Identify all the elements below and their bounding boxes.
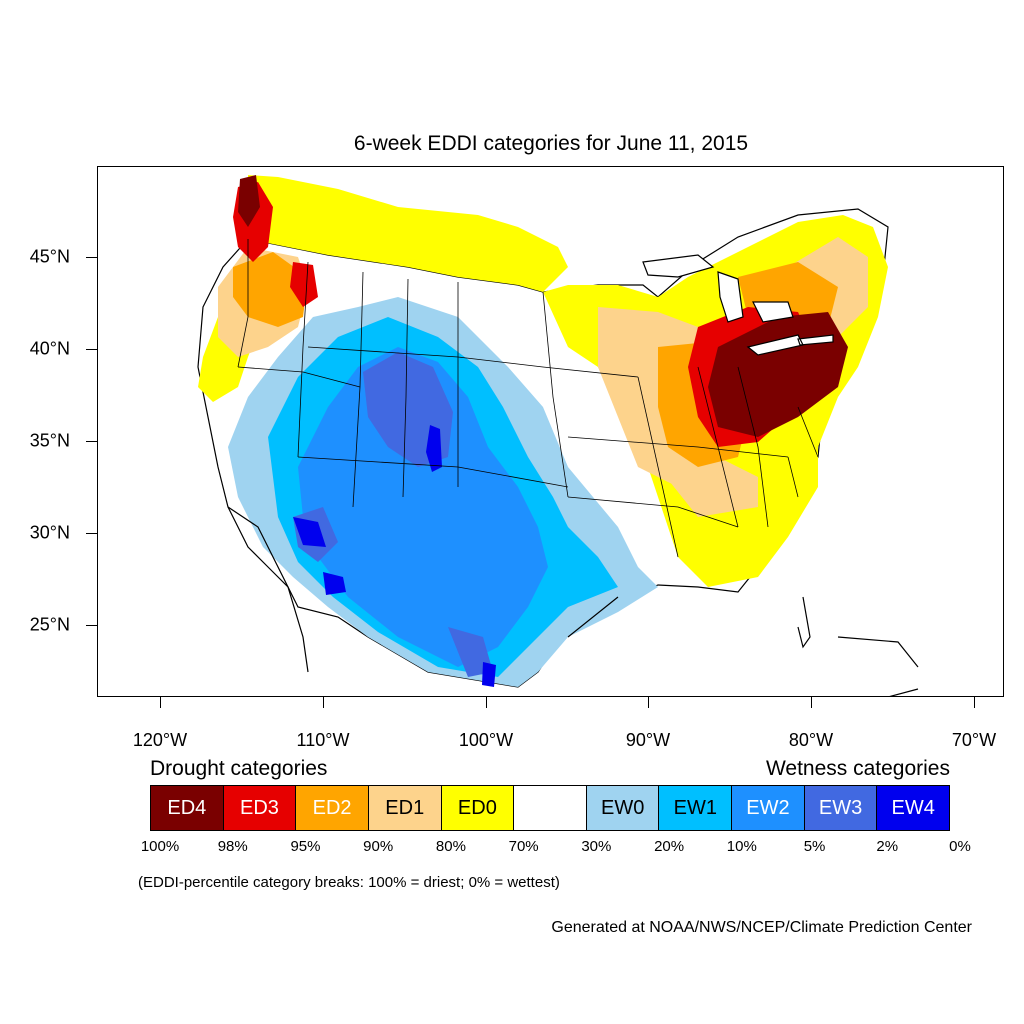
percentile-label: 0% <box>949 838 971 855</box>
lon-label-120: 120°W <box>132 730 188 750</box>
lon-label-100: 100°W <box>458 730 514 750</box>
legend-box-ed3: ED3 <box>223 786 297 830</box>
map-title: 6-week EDDI categories for June 11, 2015 <box>353 132 749 155</box>
legend-box-ew2: EW2 <box>732 786 805 830</box>
lon-tick <box>160 697 162 708</box>
percentile-label: 98% <box>217 838 248 855</box>
lat-tick <box>86 257 97 259</box>
wetness-categories-heading: Wetness categories <box>765 757 950 780</box>
lon-label-70: 70°W <box>951 730 997 750</box>
lon-tick <box>323 697 325 708</box>
legend-box-ed2: ED2 <box>296 786 369 830</box>
drought-categories-heading: Drought categories <box>150 757 328 780</box>
lat-tick <box>86 441 97 443</box>
percentile-label: 90% <box>363 838 394 855</box>
coastline-detail <box>227 506 919 696</box>
lat-tick <box>86 533 97 535</box>
legend-box-ed4: ED4 <box>151 786 224 830</box>
lat-tick <box>86 349 97 351</box>
credit-line: Generated at NOAA/NWS/NCEP/Climate Predi… <box>551 919 972 936</box>
lat-tick <box>86 625 97 627</box>
great-lakes <box>642 254 834 356</box>
category-breaks-note: (EDDI-percentile category breaks: 100% =… <box>138 874 560 891</box>
lon-tick <box>486 697 488 708</box>
legend-box-ew0: EW0 <box>586 786 660 830</box>
dry-ed0-north <box>248 175 568 292</box>
legend-box-normal <box>514 786 587 830</box>
wet-ew2-region <box>298 347 548 667</box>
percentile-label: 2% <box>876 838 899 855</box>
percentile-label: 20% <box>654 838 685 855</box>
lat-label-30: 30°N <box>29 522 70 543</box>
percentile-label: 80% <box>435 838 466 855</box>
legend-box-ew1: EW1 <box>659 786 733 830</box>
lat-label-25: 25°N <box>29 614 70 635</box>
legend-colorbar: ED4 ED3 ED2 ED1 ED0 EW0 EW1 EW2 EW3 EW4 <box>150 785 950 831</box>
lon-label-80: 80°W <box>788 730 834 750</box>
lon-tick <box>974 697 976 708</box>
percentile-label: 10% <box>726 838 757 855</box>
lat-label-35: 35°N <box>29 430 70 451</box>
dry-ed2-region <box>233 252 838 467</box>
percentile-label: 5% <box>803 838 826 855</box>
wet-ew3-region <box>293 352 493 677</box>
eddi-map <box>197 175 919 696</box>
percentile-label: 70% <box>508 838 539 855</box>
map-plot-area <box>97 166 1004 697</box>
percentile-label: 95% <box>290 838 321 855</box>
lon-label-90: 90°W <box>625 730 671 750</box>
legend-box-ed0: ED0 <box>441 786 515 830</box>
lon-label-110: 110°W <box>296 730 350 750</box>
legend-box-ed1: ED1 <box>368 786 442 830</box>
percentile-label: 30% <box>581 838 612 855</box>
lon-tick <box>811 697 813 708</box>
lat-label-45: 45°N <box>29 246 70 267</box>
legend-box-ew3: EW3 <box>804 786 878 830</box>
percentile-label: 100% <box>140 838 180 855</box>
dry-ed4-region <box>238 175 848 437</box>
legend-box-ew4: EW4 <box>877 786 950 830</box>
lat-label-40: 40°N <box>29 338 70 359</box>
lon-tick <box>648 697 650 708</box>
state-boundaries <box>237 239 819 558</box>
